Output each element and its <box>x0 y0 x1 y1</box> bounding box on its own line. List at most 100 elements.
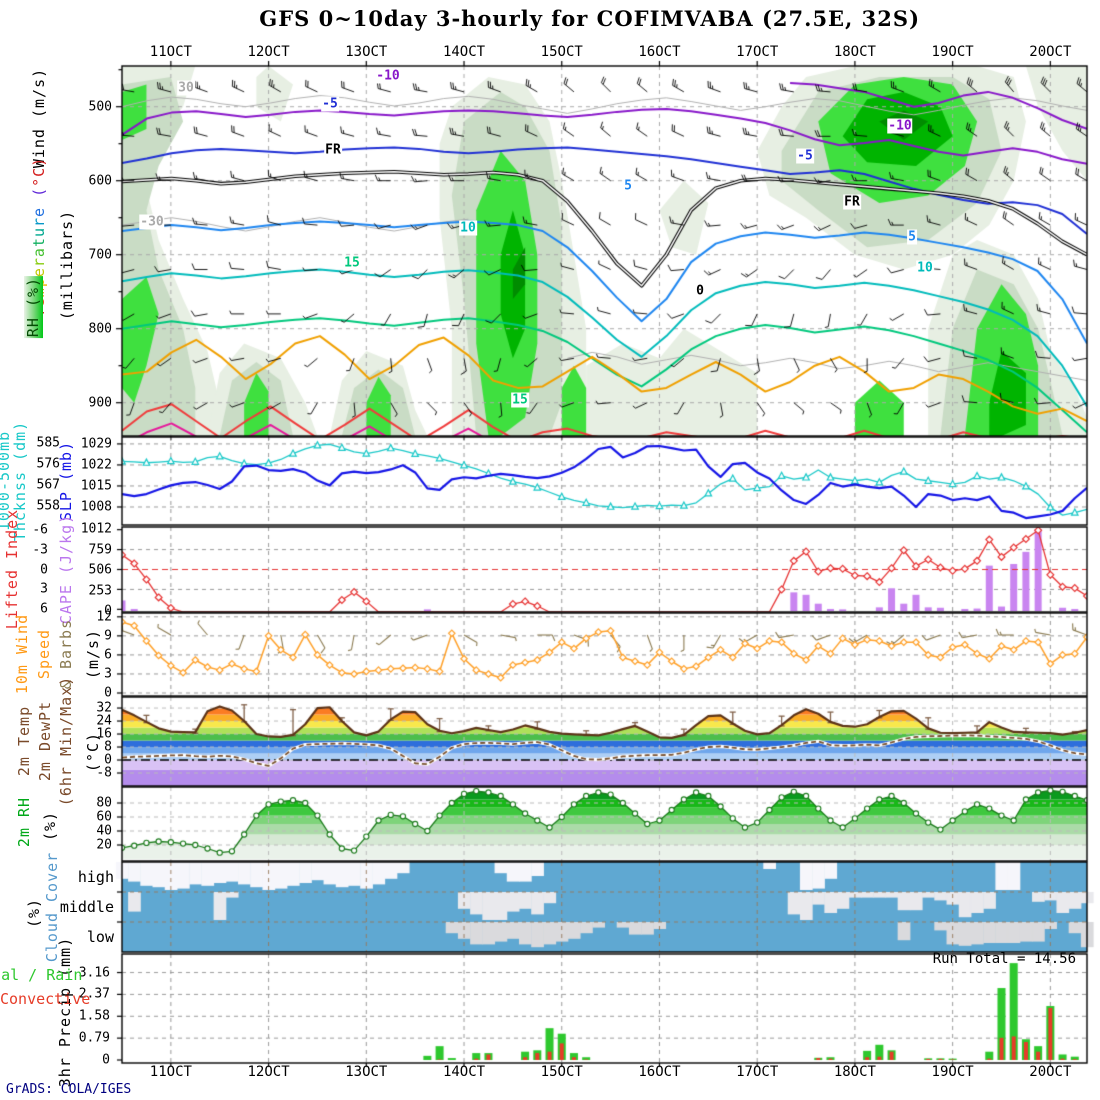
pressure-tick: 500 <box>88 99 112 115</box>
temp-tick: 24 <box>96 713 112 729</box>
contour-label: 30 <box>177 80 195 96</box>
thickness-tick: 558 <box>36 498 60 514</box>
day-label-top: 19OCT <box>931 44 974 60</box>
precip-tick: 3.16 <box>78 965 110 981</box>
axis-title: Lifted Index <box>3 508 21 630</box>
cloud-band-label: low <box>86 928 114 946</box>
cloud-band-label: middle <box>59 898 114 916</box>
day-label-bottom: 13OCT <box>345 1064 388 1080</box>
axis-title: Wind (m/s) <box>30 67 48 169</box>
day-label-bottom: 20OCT <box>1029 1064 1072 1080</box>
contour-label: FR <box>324 142 342 158</box>
run-total-label: Run Total = 14.56 <box>932 951 1076 967</box>
pressure-tick: 600 <box>88 173 112 189</box>
day-label-bottom: 11OCT <box>149 1064 192 1080</box>
contour-label: -30 <box>139 214 165 230</box>
cape-tick: 0 <box>104 603 112 619</box>
li-tick: 6 <box>40 601 48 617</box>
contour-label: 10 <box>459 220 477 236</box>
page-title: GFS 0~10day 3-hourly for COFIMVABA (27.5… <box>259 6 921 31</box>
precip-legend-label: Convective <box>0 990 91 1008</box>
slp-tick: 1029 <box>80 436 112 452</box>
cloud-band-label: high <box>77 868 114 886</box>
slp-tick: 1015 <box>80 478 112 494</box>
contour-label: 15 <box>343 255 361 271</box>
axis-title: 2m Temp <box>15 705 33 777</box>
day-label-bottom: 16OCT <box>638 1064 681 1080</box>
precip-tick: 0.79 <box>78 1030 110 1046</box>
axis-title: (6hr Min/Max) <box>57 675 75 807</box>
day-label-top: 13OCT <box>345 44 388 60</box>
rh-tick: 60 <box>96 809 112 825</box>
day-label-top: 20OCT <box>1029 44 1072 60</box>
slp-tick: 1022 <box>80 457 112 473</box>
cape-tick: 253 <box>88 583 112 598</box>
grads-credit: GrADS: COLA/IGES <box>6 1082 132 1097</box>
pressure-tick: 900 <box>88 395 112 411</box>
rh-tick: 40 <box>96 823 112 839</box>
contour-label: 5 <box>623 178 633 194</box>
precip-tick: 0 <box>102 1052 110 1068</box>
temp-tick: 8 <box>104 739 112 755</box>
temp-tick: 0 <box>104 752 112 768</box>
axis-title: (millibars) <box>58 209 76 321</box>
axis-title: (%) <box>41 810 59 842</box>
axis-title: (m/s) <box>84 628 102 680</box>
axis-title: CAPE (J/kg) <box>57 513 75 625</box>
day-label-top: 11OCT <box>149 44 192 60</box>
axis-title: Speed <box>35 628 53 680</box>
contour-label: 5 <box>907 229 917 245</box>
day-label-top: 18OCT <box>833 44 876 60</box>
wind-tick: 12 <box>96 609 112 625</box>
precip-legend-label: Total / Rain <box>0 966 83 984</box>
day-label-bottom: 15OCT <box>540 1064 583 1080</box>
pressure-tick: 800 <box>88 321 112 337</box>
temp-tick: 16 <box>96 726 112 742</box>
cape-tick: 506 <box>88 562 112 578</box>
li-tick: 0 <box>40 562 48 577</box>
cape-tick: 759 <box>88 542 112 557</box>
day-label-top: 14OCT <box>442 44 486 60</box>
contour-label: -10 <box>887 118 913 134</box>
contour-label: 15 <box>511 392 529 408</box>
day-label-top: 17OCT <box>736 44 779 60</box>
contour-label: -10 <box>375 68 401 84</box>
contour-label: 10 <box>916 260 934 276</box>
day-label-bottom: 18OCT <box>833 1064 876 1080</box>
axis-title: 10m Wind <box>13 613 31 695</box>
axis-title: (%) <box>25 897 43 929</box>
temp-tick: -8 <box>96 765 112 781</box>
rh-tick: 80 <box>96 795 112 811</box>
wind-tick: 0 <box>104 685 112 701</box>
contour-label: 0 <box>695 283 705 299</box>
rh-tick: 20 <box>96 837 112 853</box>
li-tick: 3 <box>40 581 48 597</box>
li-tick: -3 <box>32 542 48 558</box>
temp-tick: 32 <box>96 700 112 716</box>
day-label-top: 12OCT <box>247 44 290 60</box>
day-label-bottom: 19OCT <box>931 1064 974 1080</box>
axis-title: 2m DewPt <box>36 700 54 782</box>
contour-label: FR <box>843 194 861 210</box>
day-label-bottom: 14OCT <box>442 1064 486 1080</box>
precip-tick: 2.37 <box>78 986 110 1002</box>
cape-tick: 1012 <box>80 521 112 537</box>
wind-tick: 3 <box>104 666 112 682</box>
axis-title: RH (%) <box>24 275 43 339</box>
precip-tick: 1.58 <box>78 1008 110 1024</box>
axis-title: 2m RH <box>15 796 33 848</box>
thickness-tick: 567 <box>36 477 60 493</box>
wind-tick: 9 <box>104 628 112 644</box>
contour-label: -5 <box>321 96 339 112</box>
axis-title: (°C) <box>84 731 102 773</box>
slp-tick: 1008 <box>80 499 112 515</box>
thickness-tick: 585 <box>36 435 60 451</box>
day-label-top: 16OCT <box>638 44 681 60</box>
day-label-bottom: 17OCT <box>736 1064 779 1080</box>
thickness-tick: 576 <box>36 456 60 472</box>
day-label-bottom: 12OCT <box>247 1064 290 1080</box>
pressure-tick: 700 <box>88 247 112 263</box>
